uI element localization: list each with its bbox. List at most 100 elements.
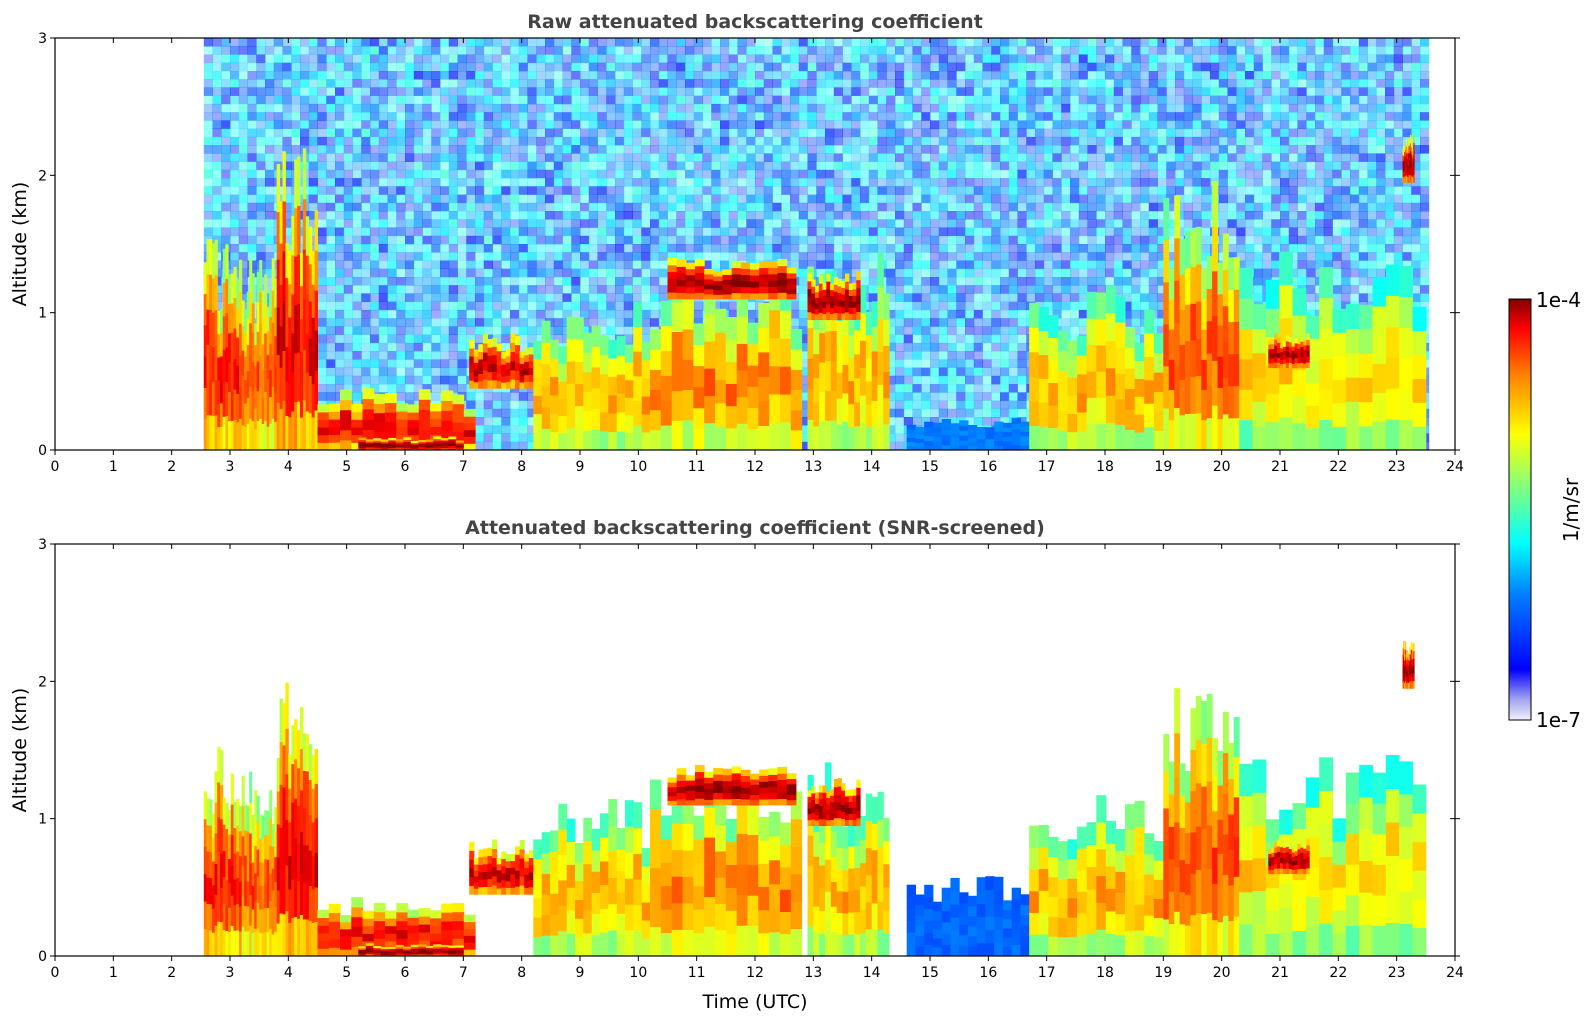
background-noise-cell: [440, 285, 450, 294]
background-noise-cell: [510, 103, 520, 113]
background-noise-cell: [343, 285, 353, 294]
background-noise-cell: [606, 285, 616, 294]
background-noise-cell: [361, 120, 371, 129]
background-noise-cell: [510, 235, 520, 245]
background-noise-cell: [833, 211, 843, 220]
background-noise-cell: [991, 112, 1001, 121]
background-noise-cell: [597, 260, 607, 270]
background-noise-cell: [606, 194, 616, 204]
background-noise-cell: [588, 194, 598, 204]
background-noise-cell: [868, 260, 878, 270]
background-noise-cell: [868, 252, 878, 261]
background-noise-cell: [413, 128, 423, 138]
background-noise-cell: [991, 103, 1001, 113]
background-noise-cell: [938, 202, 948, 212]
background-noise-cell: [991, 277, 1001, 286]
background-noise-cell: [571, 161, 581, 171]
background-noise-cell: [658, 153, 668, 162]
background-noise-cell: [1035, 136, 1045, 146]
background-noise-cell: [308, 71, 318, 80]
background-noise-cell: [947, 318, 957, 327]
background-noise-cell: [361, 95, 371, 105]
background-noise-cell: [203, 227, 213, 237]
background-noise-cell: [868, 235, 878, 245]
background-noise-cell: [300, 87, 310, 96]
background-noise-cell: [361, 71, 371, 80]
background-noise-cell: [825, 87, 835, 96]
background-noise-cell: [868, 161, 878, 171]
background-noise-cell: [282, 194, 292, 204]
background-noise-cell: [396, 87, 406, 96]
background-noise-cell: [378, 375, 388, 385]
background-noise-cell: [1035, 169, 1045, 179]
background-noise-cell: [702, 153, 712, 162]
background-noise-cell: [755, 95, 765, 105]
background-noise-cell: [370, 54, 380, 64]
background-noise-cell: [580, 136, 590, 146]
background-noise-cell: [877, 169, 887, 179]
background-noise-cell: [930, 301, 940, 311]
background-noise-cell: [405, 79, 415, 88]
background-noise-cell: [518, 186, 528, 195]
background-noise-cell: [571, 95, 581, 105]
background-noise-cell: [221, 194, 231, 204]
background-noise-cell: [317, 38, 327, 47]
background-noise-cell: [431, 235, 441, 245]
background-noise-cell: [1035, 202, 1045, 212]
background-noise-cell: [956, 145, 966, 154]
background-noise-cell: [413, 318, 423, 327]
background-noise-cell: [641, 334, 651, 344]
background-noise-cell: [1052, 202, 1062, 212]
background-noise-cell: [562, 169, 572, 179]
background-noise-cell: [650, 136, 660, 146]
background-noise-cell: [230, 136, 240, 146]
background-noise-cell: [702, 194, 712, 204]
background-noise-cell: [886, 211, 896, 220]
background-noise-cell: [405, 375, 415, 385]
background-noise-cell: [588, 54, 598, 64]
background-noise-cell: [501, 260, 511, 270]
background-noise-cell: [755, 161, 765, 171]
background-noise-cell: [807, 244, 817, 253]
background-noise-cell: [685, 38, 695, 47]
background-noise-cell: [343, 161, 353, 171]
background-noise-cell: [221, 211, 231, 220]
background-noise-cell: [615, 244, 625, 253]
background-noise-cell: [580, 62, 590, 72]
background-noise-cell: [930, 202, 940, 212]
background-noise-cell: [746, 95, 756, 105]
background-noise-cell: [650, 227, 660, 237]
background-noise-cell: [632, 71, 642, 80]
background-noise-cell: [720, 46, 730, 55]
background-noise-cell: [973, 227, 983, 237]
background-noise-cell: [912, 103, 922, 113]
background-noise-cell: [571, 46, 581, 55]
background-noise-cell: [938, 293, 948, 302]
background-noise-cell: [947, 244, 957, 253]
background-noise-cell: [1008, 359, 1018, 368]
background-noise-cell: [1000, 219, 1010, 228]
background-noise-cell: [387, 301, 397, 311]
background-noise-cell: [396, 309, 406, 319]
background-noise-cell: [370, 178, 380, 187]
background-noise-cell: [527, 128, 537, 138]
background-noise-cell: [807, 62, 817, 72]
background-noise-cell: [370, 334, 380, 344]
background-noise-cell: [685, 235, 695, 245]
background-noise-cell: [667, 227, 677, 237]
background-noise-cell: [396, 392, 406, 401]
background-noise-cell: [1052, 153, 1062, 162]
background-noise-cell: [615, 326, 625, 335]
background-noise-cell: [597, 136, 607, 146]
background-noise-cell: [728, 71, 738, 80]
background-noise-cell: [737, 227, 747, 237]
background-noise-cell: [352, 309, 362, 319]
background-noise-cell: [396, 202, 406, 212]
background-noise-cell: [1017, 95, 1027, 105]
background-noise-cell: [571, 285, 581, 294]
background-noise-cell: [422, 128, 432, 138]
background-noise-cell: [746, 169, 756, 179]
background-noise-cell: [921, 120, 931, 129]
background-noise-cell: [956, 351, 966, 360]
background-noise-cell: [457, 342, 467, 352]
